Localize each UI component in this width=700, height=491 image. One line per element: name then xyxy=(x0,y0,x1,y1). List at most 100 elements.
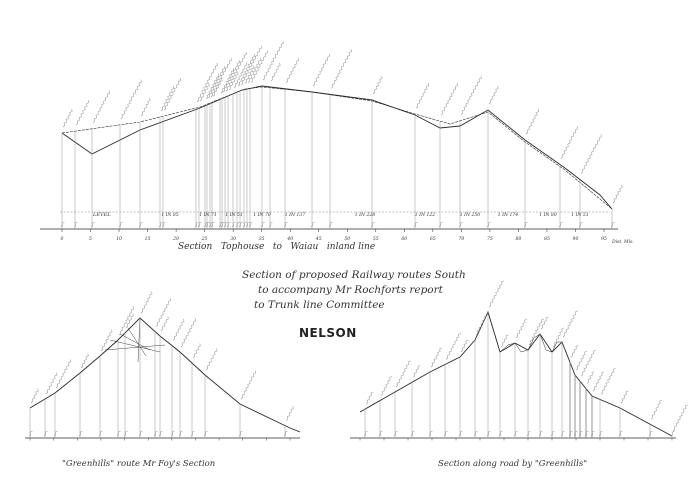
right-station-name-stroke xyxy=(580,349,596,377)
right-station-height-stroke xyxy=(526,430,531,437)
main-station-name-stroke xyxy=(237,53,255,87)
left-station-name xyxy=(172,318,185,341)
right-station-height xyxy=(560,430,565,437)
main-station-height xyxy=(458,221,463,228)
right-station-height-stroke xyxy=(486,430,491,437)
main-station-height xyxy=(194,221,199,228)
main-station-height xyxy=(197,221,202,228)
main-gradient-label: 1 IN 228 xyxy=(355,212,376,218)
main-station-name xyxy=(120,79,142,120)
main-station-name-stroke xyxy=(222,59,240,93)
main-gradient-label: 1 IN 71 xyxy=(199,212,217,218)
main-gradient-label: 1 IN 51 xyxy=(571,212,589,218)
main-station-height xyxy=(226,221,231,228)
main-section-end-note: Dist. Mls. xyxy=(611,239,634,245)
main-gradient-label: 1 IN 174 xyxy=(498,212,519,218)
right-station-name-stroke xyxy=(540,316,549,330)
main-mile-label: 55 xyxy=(373,236,379,242)
left-station-height-stroke xyxy=(43,430,48,437)
right-ground-profile xyxy=(359,310,673,437)
right-station-height-stroke xyxy=(590,430,595,437)
right-station-height-stroke xyxy=(428,430,433,437)
left-station-name xyxy=(205,348,218,371)
main-station-height-stroke xyxy=(245,221,250,228)
main-station-height xyxy=(210,221,215,228)
left-station-height xyxy=(43,430,48,437)
greenhills-road-section-profile xyxy=(350,280,688,441)
left-station-name xyxy=(45,372,58,395)
left-station-height xyxy=(203,430,208,437)
right-station-height-stroke xyxy=(458,430,463,437)
left-station-name-stroke xyxy=(125,313,134,329)
right-station-height xyxy=(498,430,503,437)
main-mile-label: 25 xyxy=(201,236,208,242)
main-station-name xyxy=(525,108,540,135)
main-station-name-stroke xyxy=(415,82,430,109)
main-station-height-stroke xyxy=(161,221,166,228)
main-gradient-label: 1 IN 70 xyxy=(253,212,271,218)
right-station-name-stroke xyxy=(650,399,663,420)
main-station-name xyxy=(415,82,430,109)
main-station-height xyxy=(138,221,143,228)
main-mile-label: 95 xyxy=(601,236,607,242)
main-station-height-stroke xyxy=(226,221,231,228)
main-station-name-stroke xyxy=(440,82,458,116)
main-station-name xyxy=(244,65,255,84)
left-station-name xyxy=(285,406,294,421)
right-station-height-stroke xyxy=(560,430,565,437)
left-station-height-stroke xyxy=(153,430,158,437)
main-station-height xyxy=(242,221,247,228)
right-station-height xyxy=(578,430,583,437)
main-station-name xyxy=(199,83,210,102)
right-station-name xyxy=(672,404,688,432)
main-station-height xyxy=(523,221,528,228)
main-station-name xyxy=(207,65,225,99)
main-station-height xyxy=(218,221,223,228)
main-station-height-stroke xyxy=(210,221,215,228)
left-station-name-stroke xyxy=(155,297,172,327)
main-station-height-stroke xyxy=(260,221,265,228)
right-station-name-stroke xyxy=(430,347,443,368)
main-station-name-stroke xyxy=(262,40,284,81)
main-mile-label: 60 xyxy=(401,236,407,242)
main-station-name xyxy=(210,57,232,98)
right-station-name-stroke xyxy=(395,360,411,388)
left-station-height-stroke xyxy=(78,430,83,437)
right-station-height xyxy=(568,430,573,437)
main-station-height-stroke xyxy=(231,221,236,228)
right-station-name-stroke xyxy=(552,327,565,348)
left-station-name-stroke xyxy=(240,370,257,400)
main-station-height-stroke xyxy=(310,221,315,228)
main-gradient-label: 1 IN 250 xyxy=(460,212,481,218)
main-station-name xyxy=(580,134,602,174)
right-station-name-stroke xyxy=(500,334,509,348)
main-station-name-stroke xyxy=(525,108,540,135)
main-station-name-stroke xyxy=(270,62,281,82)
main-mile-label: 85 xyxy=(544,236,550,242)
main-station-height-stroke xyxy=(158,221,163,228)
main-gradient-label: 1 IN 85 xyxy=(161,212,179,218)
main-station-height xyxy=(90,221,95,228)
right-station-height xyxy=(513,430,518,437)
right-station-height-stroke xyxy=(584,430,589,437)
right-station-name-stroke xyxy=(528,318,544,346)
title-block: Section of proposed Railway routes South… xyxy=(232,268,466,313)
right-station-name-stroke xyxy=(600,368,616,395)
left-station-height xyxy=(123,430,128,437)
main-station-name-stroke xyxy=(75,100,90,126)
right-station-name-stroke xyxy=(445,333,461,360)
main-mile-label: 10 xyxy=(116,236,122,242)
left-station-name-stroke xyxy=(140,291,153,314)
left-ground-profile xyxy=(29,317,301,433)
main-station-height-stroke xyxy=(238,221,243,228)
main-station-height-stroke xyxy=(610,221,615,228)
main-station-height-stroke xyxy=(218,221,223,228)
main-station-name-stroke xyxy=(330,49,352,89)
main-mile-label: 90 xyxy=(573,236,579,242)
right-station-name-stroke xyxy=(592,371,605,392)
right-station-name xyxy=(650,399,663,420)
right-station-name xyxy=(562,310,578,338)
main-station-name xyxy=(250,50,268,83)
main-gradient-label: 1 IN 51 xyxy=(225,212,243,218)
right-station-name-stroke xyxy=(515,318,528,339)
